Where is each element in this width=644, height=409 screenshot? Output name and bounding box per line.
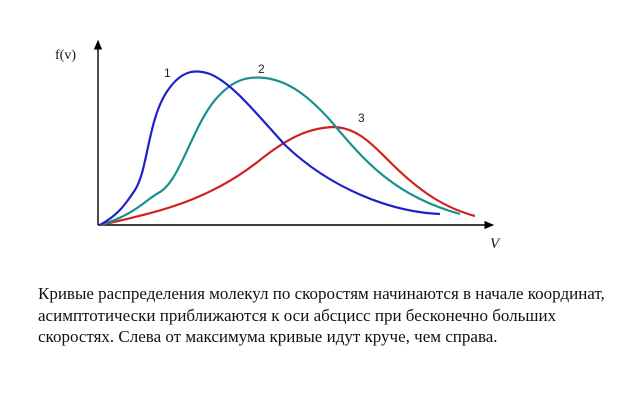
caption-text: Кривые распределения молекул по скоростя… <box>38 284 605 346</box>
curve-2-label: 2 <box>258 62 265 76</box>
speed-distribution-diagram: f(v) V 1 2 3 <box>55 39 501 252</box>
curve-3-label: 3 <box>358 111 365 125</box>
curve-1-label: 1 <box>164 66 171 80</box>
curve-1 <box>99 70 441 226</box>
y-axis-label: f(v) <box>55 48 76 63</box>
curve-3 <box>99 125 476 227</box>
x-axis-label: V <box>490 236 501 252</box>
curve-2 <box>99 76 461 227</box>
